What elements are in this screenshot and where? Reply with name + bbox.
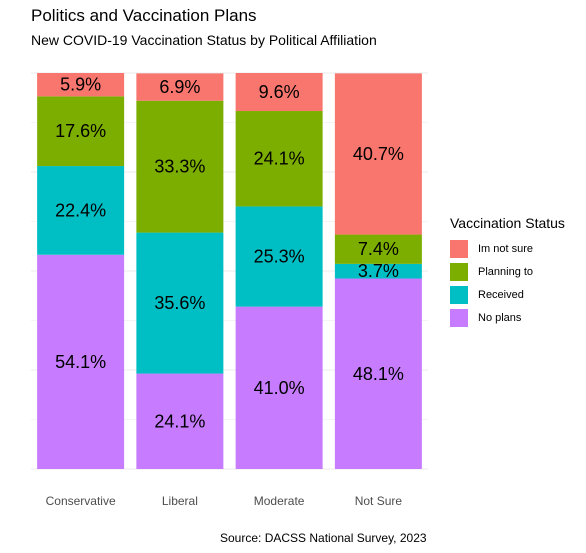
data-label: 3.7% [358,261,399,281]
data-label: 5.9% [60,75,101,95]
bar-segment [235,111,323,207]
bar-segment [235,73,323,112]
legend-label: Received [478,288,524,301]
data-label: 40.7% [353,144,404,164]
bar-segment [235,206,323,307]
segment-labels: 54.1% 22.4% 17.6% 5.9% 24.1% 35.6% 33.3% 6.9% 41… [55,75,404,432]
data-label: 6.9% [159,77,200,97]
x-tick-label: Liberal [162,494,198,508]
bar-segment [37,73,125,97]
bar-segment [136,373,224,469]
legend-label: No plans [478,311,522,324]
legend-swatch [450,262,468,281]
data-label: 17.6% [55,121,106,141]
data-label: 25.3% [254,247,305,267]
bar-segment [136,73,224,101]
bar-segment [37,96,125,167]
data-label: 7.4% [358,239,399,259]
legend-swatch [450,285,468,304]
x-tick-label: Conservative [46,494,116,508]
x-tick-label: Moderate [254,494,305,508]
data-label: 9.6% [259,82,300,102]
x-axis-ticks: Conservative Liberal Moderate Not Sure [46,494,403,508]
legend-swatch [450,239,468,258]
bar-segment [334,73,422,235]
legend-item: Planning to [450,260,565,283]
bar-segment [37,254,125,469]
bar-segment [235,306,323,469]
chart-subtitle: New COVID-19 Vaccination Status by Polit… [31,32,377,48]
legend-label: Planning to [478,265,534,278]
legend: Vaccination Status Im not sure Planning t… [450,215,565,329]
legend-item: Received [450,283,565,306]
data-label: 24.1% [154,411,205,431]
legend-item: Im not sure [450,237,565,260]
source-caption: Source: DACSS National Survey, 2023 [220,531,427,545]
legend-item: No plans [450,306,565,329]
chart-title: Politics and Vaccination Plans [31,6,257,25]
bar-segment [37,166,125,255]
stacked-bars [37,73,422,469]
legend-title: Vaccination Status [450,215,565,231]
data-label: 54.1% [55,352,106,372]
data-label: 33.3% [154,157,205,177]
bar-segment [136,232,224,374]
x-tick-label: Not Sure [355,494,403,508]
legend-swatch [450,308,468,327]
data-label: 24.1% [254,149,305,169]
bar-segment [334,278,422,469]
data-label: 35.6% [154,293,205,313]
data-label: 48.1% [353,364,404,384]
data-label: 22.4% [55,200,106,220]
legend-label: Im not sure [478,242,534,255]
bar-segment [334,234,422,264]
data-label: 41.0% [254,378,305,398]
bar-segment [334,263,422,279]
bar-segment [136,100,224,233]
